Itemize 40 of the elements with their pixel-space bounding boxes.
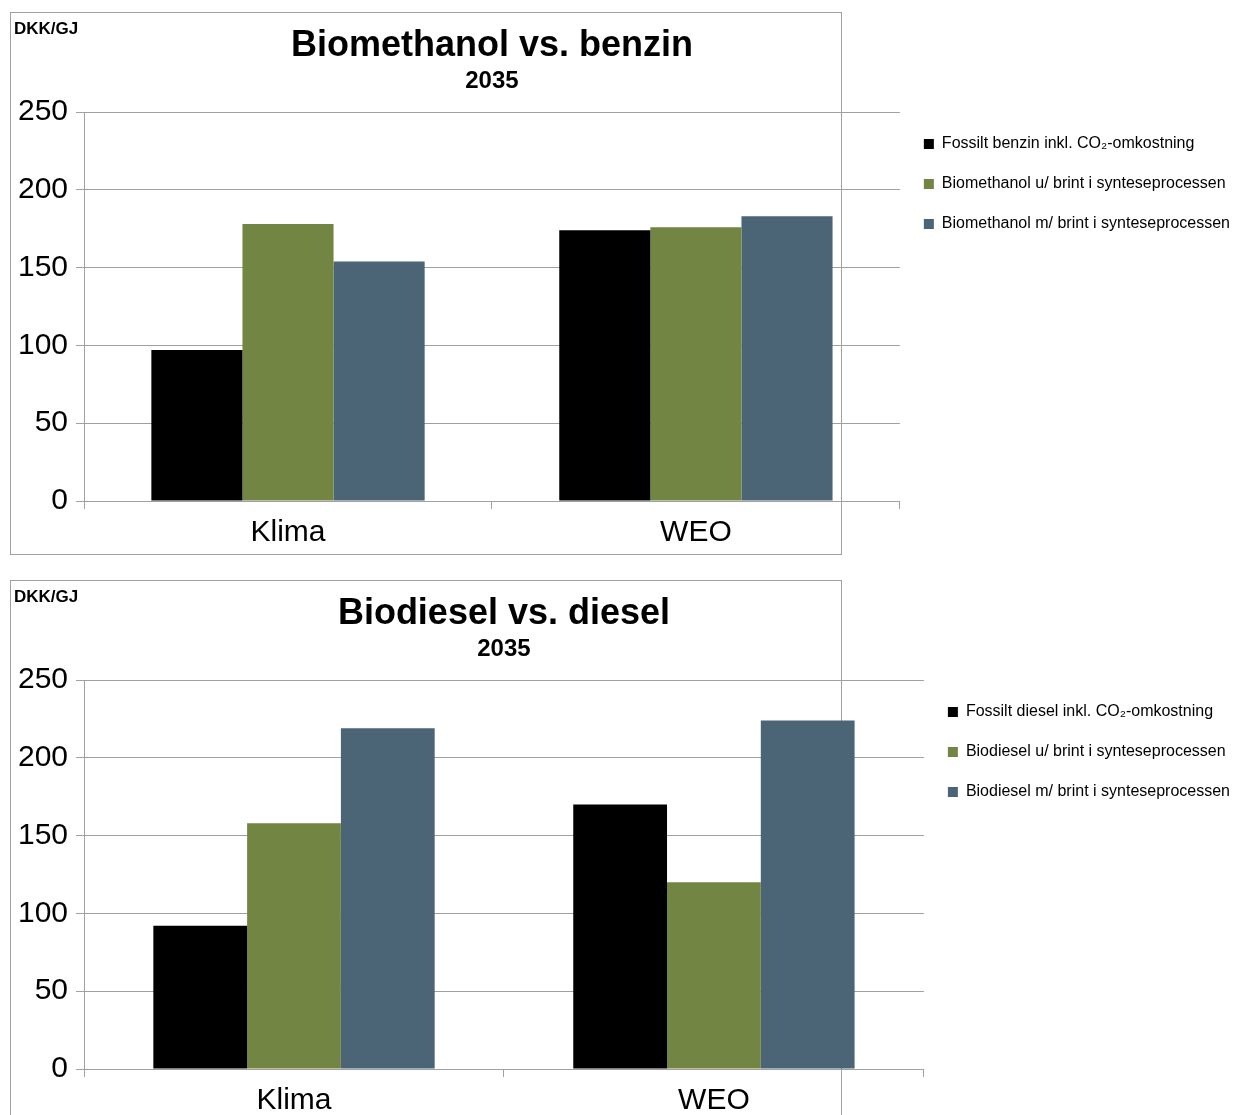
bar <box>667 882 761 1069</box>
x-tick-label: WEO <box>678 1082 750 1115</box>
chart-title: Biodiesel vs. diesel <box>337 591 671 632</box>
x-tick-label: Klima <box>250 514 326 548</box>
y-tick-label: 100 <box>17 326 69 360</box>
legend-label: Biomethanol u/ brint i synteseprocessen <box>941 174 1226 192</box>
legend-label: Biodiesel m/ brint i synteseprocessen <box>965 782 1230 800</box>
y-tick-label: 150 <box>17 248 69 282</box>
legend-label: Biodiesel u/ brint i synteseprocessen <box>965 742 1226 760</box>
y-axis-title: DKK/GJ <box>14 19 79 38</box>
y-axis-title: DKK/GJ <box>14 587 79 606</box>
bar <box>242 224 334 501</box>
bar <box>153 925 248 1069</box>
y-tick-label: 0 <box>51 1050 69 1084</box>
bar <box>333 261 425 501</box>
y-tick-label: 250 <box>17 661 69 695</box>
legend-label: Biomethanol m/ brint i synteseprocessen <box>941 214 1230 232</box>
bar <box>573 804 668 1069</box>
y-tick-label: 50 <box>34 404 69 438</box>
bar <box>151 350 243 501</box>
bar <box>559 230 651 501</box>
bar <box>760 720 855 1069</box>
bar <box>247 823 341 1069</box>
legend-label: Fossilt benzin inkl. CO₂-omkostning <box>941 134 1195 152</box>
y-tick-label: 0 <box>51 482 69 516</box>
legend-label: Fossilt diesel inkl. CO₂-omkostning <box>965 702 1214 720</box>
y-tick-label: 150 <box>17 816 69 850</box>
y-tick-label: 100 <box>17 894 69 928</box>
chart-subtitle: 2035 <box>477 634 531 661</box>
y-tick-label: 50 <box>34 972 69 1006</box>
chart-title: Biomethanol vs. benzin <box>290 23 693 64</box>
chart-subtitle: 2035 <box>465 66 519 93</box>
x-tick-label: Klima <box>256 1082 332 1115</box>
y-tick-label: 200 <box>17 171 69 205</box>
y-tick-label: 250 <box>17 93 69 127</box>
x-tick-label: WEO <box>660 514 732 548</box>
bar <box>340 728 435 1069</box>
y-tick-label: 200 <box>17 739 69 773</box>
bar <box>650 227 742 501</box>
bar <box>741 216 833 501</box>
